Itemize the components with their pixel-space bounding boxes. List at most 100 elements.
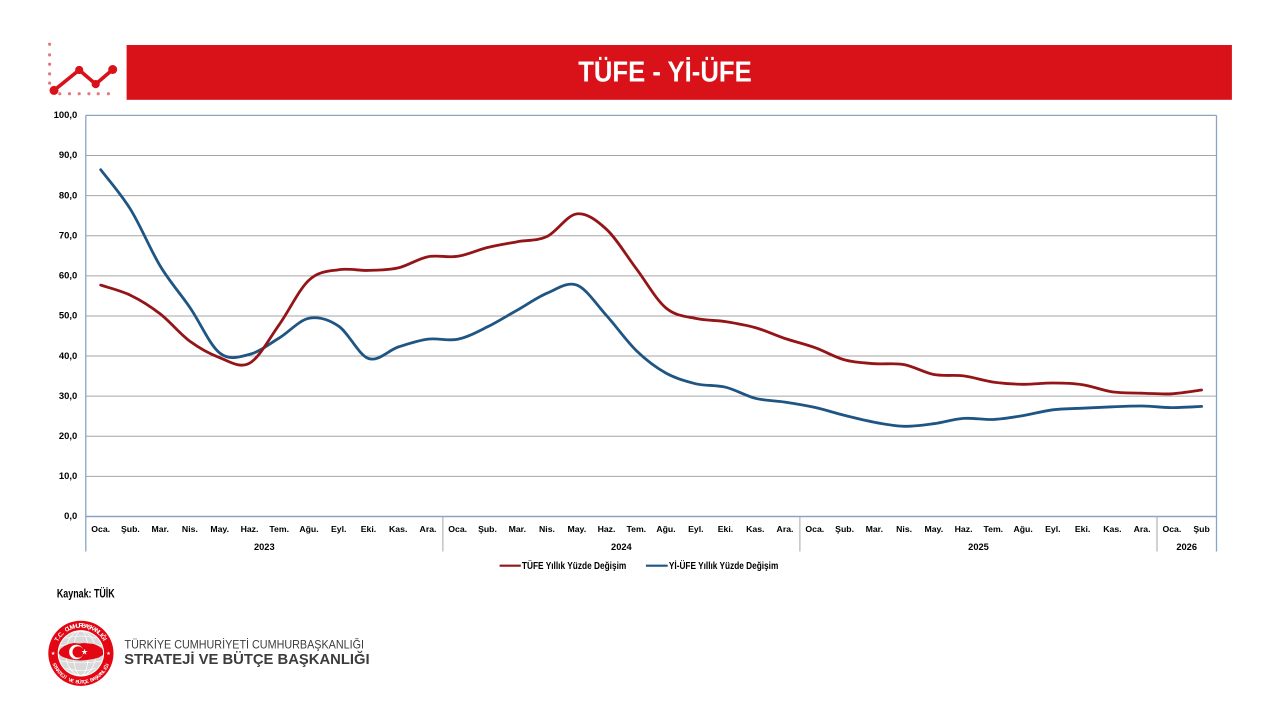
svg-text:★: ★ <box>51 651 56 657</box>
svg-text:Eki.: Eki. <box>1075 524 1090 534</box>
svg-text:I: I <box>103 666 109 671</box>
svg-text:I: I <box>105 662 111 666</box>
svg-text:Kas.: Kas. <box>389 524 407 534</box>
svg-text:50,0: 50,0 <box>59 311 77 322</box>
svg-text:C: C <box>57 631 66 639</box>
svg-text:Tem.: Tem. <box>626 524 646 534</box>
svg-text:2024: 2024 <box>611 542 633 552</box>
svg-text:N: N <box>93 627 101 635</box>
svg-text:Ağu.: Ağu. <box>1013 524 1032 534</box>
svg-text:E: E <box>58 672 65 679</box>
svg-text:2023: 2023 <box>254 542 275 552</box>
svg-text:May.: May. <box>924 524 943 534</box>
svg-text:90,0: 90,0 <box>59 150 77 161</box>
svg-text:Yİ-ÜFE Yıllık Yüzde Değişim: Yİ-ÜFE Yıllık Yüzde Değişim <box>669 561 779 572</box>
svg-text:Ü: Ü <box>78 678 82 685</box>
svg-text:80,0: 80,0 <box>59 190 77 201</box>
svg-text:J: J <box>60 673 66 680</box>
svg-text:Nis.: Nis. <box>896 524 912 534</box>
svg-text:.: . <box>56 634 63 640</box>
svg-text:60,0: 60,0 <box>59 271 77 282</box>
svg-text:Ş: Ş <box>86 623 92 631</box>
svg-text:2025: 2025 <box>968 542 989 552</box>
svg-text:Ğ: Ğ <box>99 633 108 642</box>
svg-text:2026: 2026 <box>1176 542 1197 552</box>
svg-text:A: A <box>91 626 99 635</box>
svg-text:10,0: 10,0 <box>59 471 77 482</box>
svg-text:Şub.: Şub. <box>478 524 497 534</box>
svg-text:Nis.: Nis. <box>539 524 555 534</box>
svg-text:M: M <box>69 623 76 631</box>
svg-text:Eyl.: Eyl. <box>688 524 703 534</box>
svg-text:0,0: 0,0 <box>64 511 77 522</box>
svg-text:A: A <box>84 623 90 631</box>
svg-text:Ara.: Ara. <box>420 524 437 534</box>
svg-text:U: U <box>66 624 73 632</box>
svg-text:Ağu.: Ağu. <box>299 524 318 534</box>
svg-text:.: . <box>60 630 66 637</box>
svg-text:Eyl.: Eyl. <box>1045 524 1060 534</box>
svg-text:R: R <box>79 623 84 630</box>
svg-text:Ğ: Ğ <box>101 663 110 670</box>
svg-text:Ara.: Ara. <box>777 524 794 534</box>
svg-text:100,0: 100,0 <box>54 110 78 121</box>
svg-text:A: A <box>97 671 104 678</box>
svg-text:E: E <box>70 678 76 685</box>
svg-text:May.: May. <box>210 524 229 534</box>
svg-text:T: T <box>81 680 84 686</box>
svg-text:Kas.: Kas. <box>1103 524 1121 534</box>
svg-text:K: K <box>95 673 102 680</box>
svg-text:Nis.: Nis. <box>182 524 198 534</box>
svg-text:Mar.: Mar. <box>866 524 883 534</box>
svg-text:C: C <box>64 625 72 634</box>
svg-text:Oca.: Oca. <box>805 524 824 534</box>
svg-text:Tem.: Tem. <box>983 524 1003 534</box>
svg-text:Mar.: Mar. <box>152 524 169 534</box>
svg-text:Tem.: Tem. <box>269 524 289 534</box>
svg-text:I: I <box>98 632 105 638</box>
svg-text:TÜFE - Yİ-ÜFE: TÜFE - Yİ-ÜFE <box>578 57 752 89</box>
svg-text:30,0: 30,0 <box>59 391 77 402</box>
svg-text:Eki.: Eki. <box>718 524 733 534</box>
svg-text:Oca.: Oca. <box>1162 524 1181 534</box>
svg-text:K: K <box>89 624 96 632</box>
svg-text:Ç: Ç <box>83 679 88 685</box>
svg-text:40,0: 40,0 <box>59 351 77 362</box>
svg-text:20,0: 20,0 <box>59 431 77 442</box>
svg-text:Eki.: Eki. <box>361 524 376 534</box>
svg-text:Oca.: Oca. <box>91 524 110 534</box>
svg-text:H: H <box>72 623 78 631</box>
svg-text:A: A <box>54 668 61 675</box>
svg-text:U: U <box>75 622 81 629</box>
svg-text:I: I <box>101 637 108 642</box>
svg-text:S: S <box>51 662 58 668</box>
svg-text:STRATEJİ VE BÜTÇE BAŞKANLIĞI: STRATEJİ VE BÜTÇE BAŞKANLIĞI <box>124 650 370 668</box>
svg-text:★: ★ <box>106 651 111 657</box>
svg-text:T: T <box>53 636 61 643</box>
svg-text:TÜRKİYE CUMHURİYETİ CUMHURBAŞK: TÜRKİYE CUMHURİYETİ CUMHURBAŞKANLIĞI <box>125 637 365 652</box>
svg-text:Eyl.: Eyl. <box>331 524 346 534</box>
svg-text:T: T <box>52 664 59 669</box>
svg-text:Şub.: Şub. <box>121 524 140 534</box>
svg-text:B: B <box>89 677 95 684</box>
svg-text:V: V <box>67 677 73 684</box>
svg-text:L: L <box>101 668 108 674</box>
svg-text:Oca.: Oca. <box>448 524 467 534</box>
svg-text:Şub: Şub <box>1193 524 1209 534</box>
svg-text:Ara.: Ara. <box>1134 524 1151 534</box>
svg-text:B: B <box>75 679 80 685</box>
svg-text:Ağu.: Ağu. <box>656 524 675 534</box>
svg-text:İ: İ <box>63 674 68 681</box>
svg-text:B: B <box>81 623 87 630</box>
svg-text:70,0: 70,0 <box>59 230 77 241</box>
svg-text:L: L <box>95 629 103 637</box>
svg-text:Mar.: Mar. <box>509 524 526 534</box>
svg-text:Ş: Ş <box>94 674 101 681</box>
svg-text:May.: May. <box>567 524 586 534</box>
svg-text:E: E <box>85 678 90 685</box>
svg-text:T: T <box>56 670 62 676</box>
svg-text:N: N <box>99 670 106 677</box>
svg-text:Haz.: Haz. <box>955 524 973 534</box>
svg-text:Şub.: Şub. <box>835 524 854 534</box>
svg-text:Haz.: Haz. <box>598 524 616 534</box>
